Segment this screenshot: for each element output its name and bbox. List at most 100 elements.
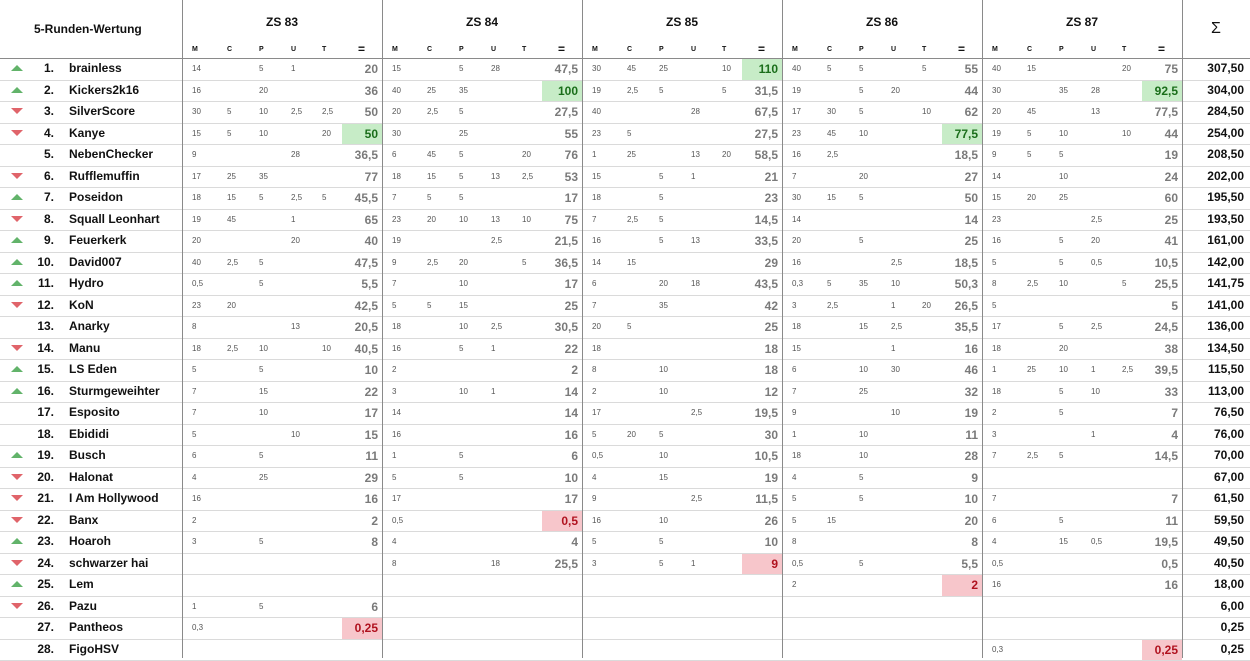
sub-score: 6 bbox=[792, 365, 797, 374]
player-name: Lem bbox=[69, 577, 94, 591]
sub-score: 3 bbox=[592, 558, 597, 568]
sub-score: 23 bbox=[192, 300, 201, 310]
round-total: 17 bbox=[564, 492, 578, 506]
trend-up-icon bbox=[11, 86, 23, 93]
sub-score: 25 bbox=[459, 128, 468, 138]
round-total: 55 bbox=[564, 126, 578, 141]
sub-score: 5 bbox=[922, 64, 927, 73]
player-name: Manu bbox=[69, 340, 101, 355]
player-name: Pantheos bbox=[69, 620, 124, 634]
sub-score: 3 bbox=[992, 429, 997, 439]
sub-score: 30 bbox=[192, 107, 201, 116]
trend-down-icon bbox=[11, 129, 23, 136]
column-subheader: C bbox=[1027, 46, 1033, 53]
sub-score: 5 bbox=[1059, 150, 1064, 159]
sub-score: 5 bbox=[859, 558, 864, 568]
total-sum: 0,25 bbox=[1220, 641, 1244, 656]
column-subheader: U bbox=[891, 46, 897, 53]
player-name: Hydro bbox=[69, 276, 104, 290]
sub-score: 2,5 bbox=[1091, 322, 1103, 331]
rank-number: 3. bbox=[43, 104, 54, 118]
rank-number: 16. bbox=[37, 383, 54, 398]
round-total: 11 bbox=[1165, 513, 1178, 528]
row-divider bbox=[0, 359, 1250, 360]
total-sum: 141,75 bbox=[1207, 276, 1244, 290]
round-total: 42,5 bbox=[354, 298, 378, 313]
round-total: 11,5 bbox=[755, 492, 778, 506]
trend-up-icon bbox=[11, 280, 23, 286]
sub-score: 20 bbox=[1027, 193, 1036, 202]
sub-score: 2,5 bbox=[827, 300, 839, 310]
sub-score: 1 bbox=[392, 451, 397, 460]
sub-score: 0,3 bbox=[992, 644, 1004, 654]
row-divider bbox=[0, 596, 1250, 597]
sub-score: 20 bbox=[922, 300, 931, 310]
total-sum: 18,00 bbox=[1213, 577, 1244, 591]
sub-score: 35 bbox=[459, 85, 468, 95]
sub-score: 5 bbox=[459, 193, 464, 202]
round-total: 0,25 bbox=[1142, 639, 1182, 660]
sub-score: 10 bbox=[1059, 171, 1068, 181]
column-divider bbox=[382, 0, 383, 658]
round-total: 24,5 bbox=[1154, 320, 1178, 334]
sub-score: 6 bbox=[992, 515, 997, 525]
round-total: 28 bbox=[964, 449, 978, 463]
round-total: 75 bbox=[564, 212, 578, 227]
sub-score: 5 bbox=[659, 85, 664, 95]
sub-score: 2,5 bbox=[291, 193, 303, 202]
player-name: Ebididi bbox=[69, 426, 109, 441]
sub-score: 2,5 bbox=[1027, 451, 1039, 460]
trend-down-icon bbox=[11, 473, 23, 480]
sub-score: 5 bbox=[259, 451, 264, 460]
sub-score: 20 bbox=[891, 85, 900, 95]
total-sum: 6,00 bbox=[1220, 598, 1244, 613]
player-name: Hoaroh bbox=[69, 534, 111, 548]
sub-score: 7 bbox=[392, 193, 397, 202]
sub-score: 5 bbox=[1027, 150, 1032, 159]
sub-score: 14 bbox=[592, 257, 601, 267]
sub-score: 1 bbox=[691, 558, 696, 568]
sub-score: 4 bbox=[992, 537, 997, 546]
row-divider bbox=[0, 639, 1250, 640]
sub-score: 3 bbox=[392, 386, 397, 396]
round-total: 36,5 bbox=[554, 255, 578, 270]
round-total: 33 bbox=[1164, 384, 1178, 399]
sub-score: 5 bbox=[592, 537, 597, 546]
player-name: Sturmgeweihter bbox=[69, 383, 160, 398]
sub-score: 14 bbox=[392, 408, 401, 417]
player-name: Pazu bbox=[69, 598, 98, 613]
sub-score: 18 bbox=[992, 343, 1001, 353]
sub-score: 10 bbox=[859, 451, 868, 460]
round-total: 18 bbox=[764, 341, 778, 356]
sub-score: 2,5 bbox=[1091, 214, 1103, 224]
rank-number: 15. bbox=[37, 362, 54, 376]
sub-score: 5 bbox=[192, 365, 197, 374]
rank-number: 20. bbox=[37, 469, 54, 484]
sub-score: 13 bbox=[491, 214, 500, 224]
sub-score: 5 bbox=[392, 300, 397, 310]
rank-number: 8. bbox=[43, 211, 54, 226]
trend-down-icon bbox=[11, 215, 23, 222]
sub-score: 7 bbox=[792, 171, 797, 181]
sub-score: 5 bbox=[1059, 386, 1064, 396]
row-divider bbox=[0, 316, 1250, 317]
sub-score: 25 bbox=[1027, 365, 1036, 374]
sub-score: 2,5 bbox=[427, 257, 439, 267]
rank-number: 13. bbox=[37, 319, 54, 333]
round-total: 14 bbox=[964, 212, 978, 227]
sub-score: 9 bbox=[992, 150, 997, 159]
sub-score: 1 bbox=[291, 64, 296, 73]
sub-score: 5 bbox=[259, 601, 264, 611]
sub-score: 2,5 bbox=[691, 408, 703, 417]
sub-score: 20 bbox=[322, 128, 331, 138]
sub-score: 2,5 bbox=[691, 494, 703, 503]
column-subheader: U bbox=[291, 46, 297, 53]
round-total: 60 bbox=[1164, 191, 1178, 205]
round-total: 29 bbox=[364, 470, 378, 485]
sub-score: 2,5 bbox=[522, 171, 534, 181]
sub-score: 1 bbox=[992, 365, 997, 374]
sub-score: 9 bbox=[792, 408, 797, 417]
sub-score: 7 bbox=[992, 451, 997, 460]
round-header: ZS 85 bbox=[665, 15, 698, 29]
round-total: 5,5 bbox=[361, 277, 378, 291]
